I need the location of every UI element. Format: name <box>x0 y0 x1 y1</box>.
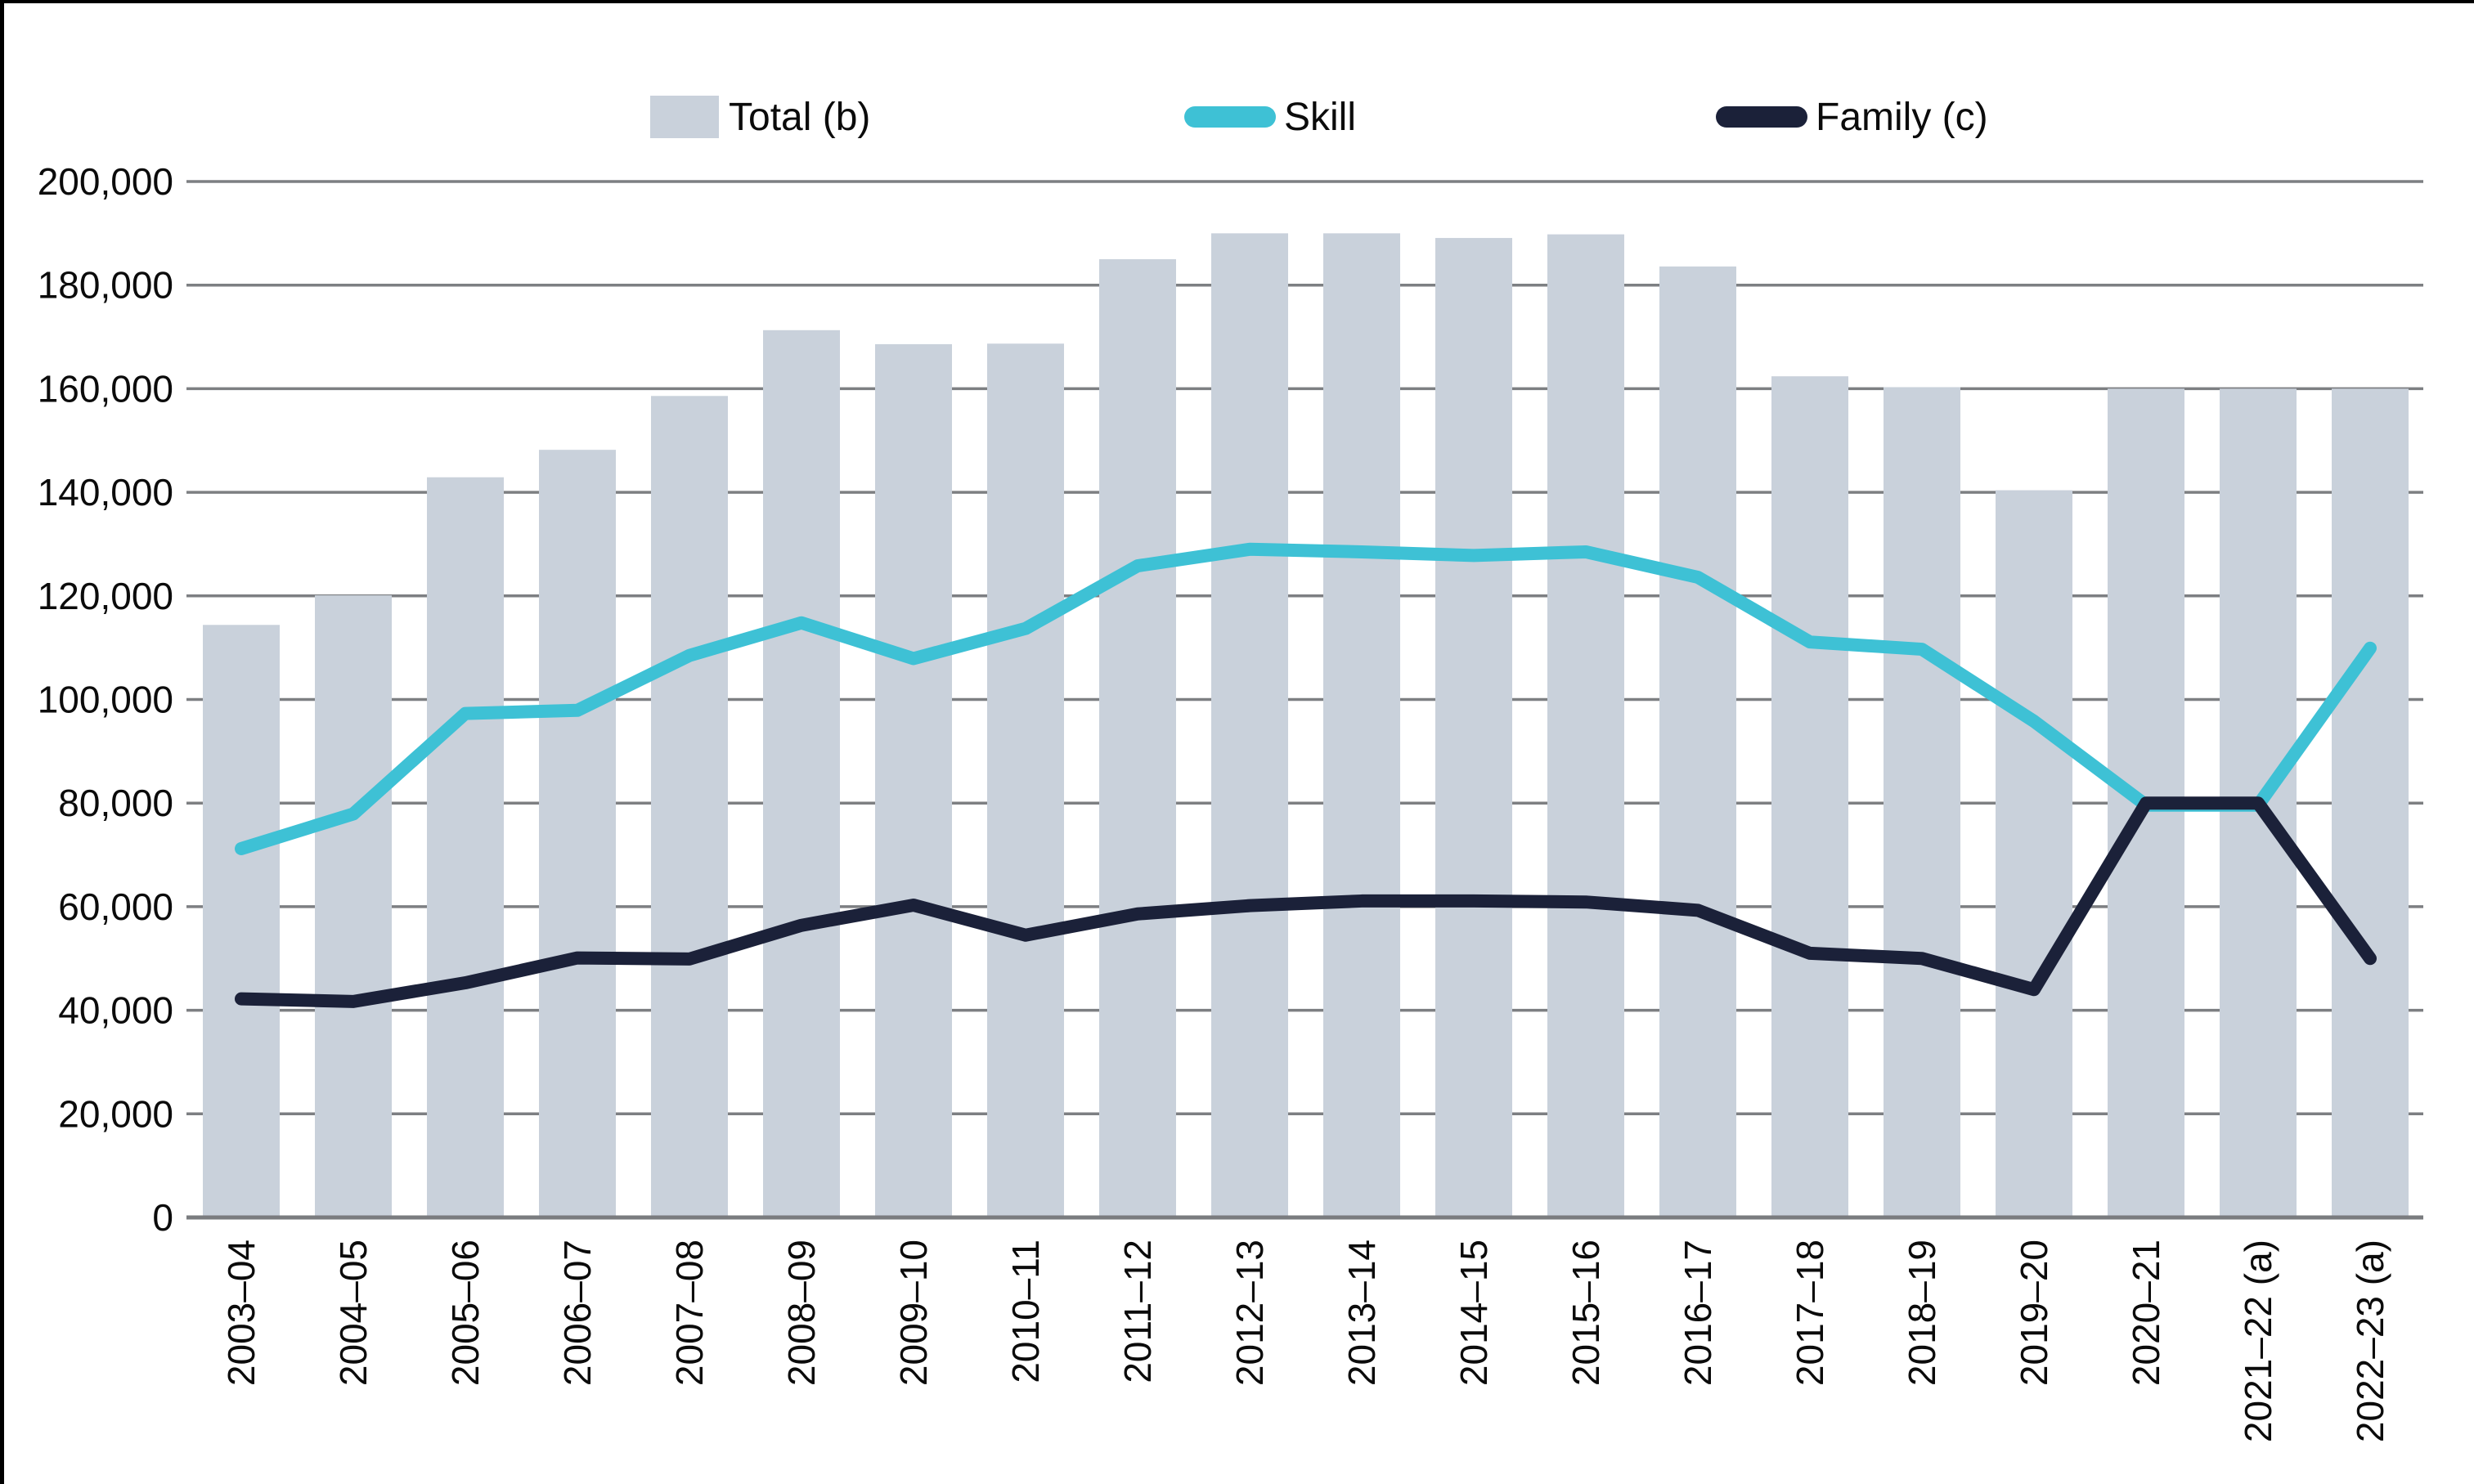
x-axis-label: 2003–04 <box>220 1240 263 1386</box>
total-bar <box>1211 233 1288 1218</box>
family-line-swatch <box>1716 106 1807 128</box>
total-bar <box>203 625 280 1217</box>
total-bar <box>427 477 504 1217</box>
x-axis-label: 2015–16 <box>1565 1240 1607 1386</box>
x-axis-label: 2007–08 <box>668 1240 711 1386</box>
x-axis-label: 2005–06 <box>444 1240 487 1386</box>
x-axis-label: 2021–22 (a) <box>2237 1240 2279 1442</box>
x-axis-label: 2017–18 <box>1789 1240 1831 1386</box>
x-axis-label: 2018–19 <box>1901 1240 1943 1386</box>
family-line <box>235 796 2377 1008</box>
y-axis-label: 20,000 <box>58 1092 173 1135</box>
y-axis-label: 40,000 <box>58 989 173 1032</box>
legend-label-family: Family (c) <box>1816 95 1988 139</box>
total-bar <box>539 450 616 1217</box>
x-axis-label: 2004–05 <box>332 1240 375 1386</box>
x-axis-label: 2008–09 <box>780 1240 823 1386</box>
x-axis-label: 2010–11 <box>1004 1240 1047 1383</box>
x-axis-label: 2020–21 <box>2125 1240 2167 1386</box>
x-axis-label: 2009–10 <box>892 1240 935 1386</box>
total-bar <box>763 330 840 1218</box>
y-axis-label: 160,000 <box>38 367 173 410</box>
x-axis-label: 2012–13 <box>1228 1240 1271 1386</box>
y-axis-label: 180,000 <box>38 264 173 307</box>
total-bar <box>1323 233 1400 1218</box>
y-axis-label: 0 <box>152 1196 173 1239</box>
total-bar <box>2332 388 2409 1217</box>
left-border <box>0 0 4 1484</box>
y-axis-label: 120,000 <box>38 575 173 617</box>
total-bar-swatch <box>650 96 719 138</box>
legend-item-family: Family (c) <box>1716 88 1988 146</box>
total-bar <box>1099 259 1176 1217</box>
y-axis-label: 60,000 <box>58 885 173 928</box>
legend-item-skill: Skill <box>1184 88 1356 146</box>
x-axis-label: 2022–23 (a) <box>2349 1240 2391 1442</box>
x-axis-label: 2014–15 <box>1453 1240 1495 1386</box>
total-bar <box>987 343 1064 1217</box>
skill-line <box>235 542 2377 855</box>
x-axis-label: 2013–14 <box>1340 1240 1383 1386</box>
skill-line-swatch <box>1184 106 1276 128</box>
x-axis-label: 2016–17 <box>1677 1240 1719 1386</box>
total-bar <box>1547 234 1624 1218</box>
y-axis-label: 100,000 <box>38 679 173 721</box>
total-bar <box>315 595 392 1217</box>
x-axis-label: 2019–20 <box>2013 1240 2055 1386</box>
total-bar <box>1884 387 1960 1217</box>
legend-item-total: Total (b) <box>650 88 870 146</box>
y-axis-label: 80,000 <box>58 782 173 824</box>
total-bar <box>1659 266 1736 1217</box>
legend-label-skill: Skill <box>1284 95 1357 139</box>
total-bar <box>1771 376 1848 1217</box>
total-bar <box>1435 238 1512 1217</box>
y-axis-label: 200,000 <box>38 160 173 203</box>
total-bar <box>875 343 952 1218</box>
chart-legend: Total (b) Skill Family (c) <box>0 88 2474 146</box>
legend-label-total: Total (b) <box>729 95 871 139</box>
total-bar <box>651 396 728 1217</box>
x-axis-label: 2006–07 <box>556 1240 599 1386</box>
total-bar <box>1996 490 2072 1217</box>
x-axis-label: 2011–12 <box>1116 1240 1159 1383</box>
top-border <box>0 0 2474 3</box>
y-axis-label: 140,000 <box>38 471 173 513</box>
